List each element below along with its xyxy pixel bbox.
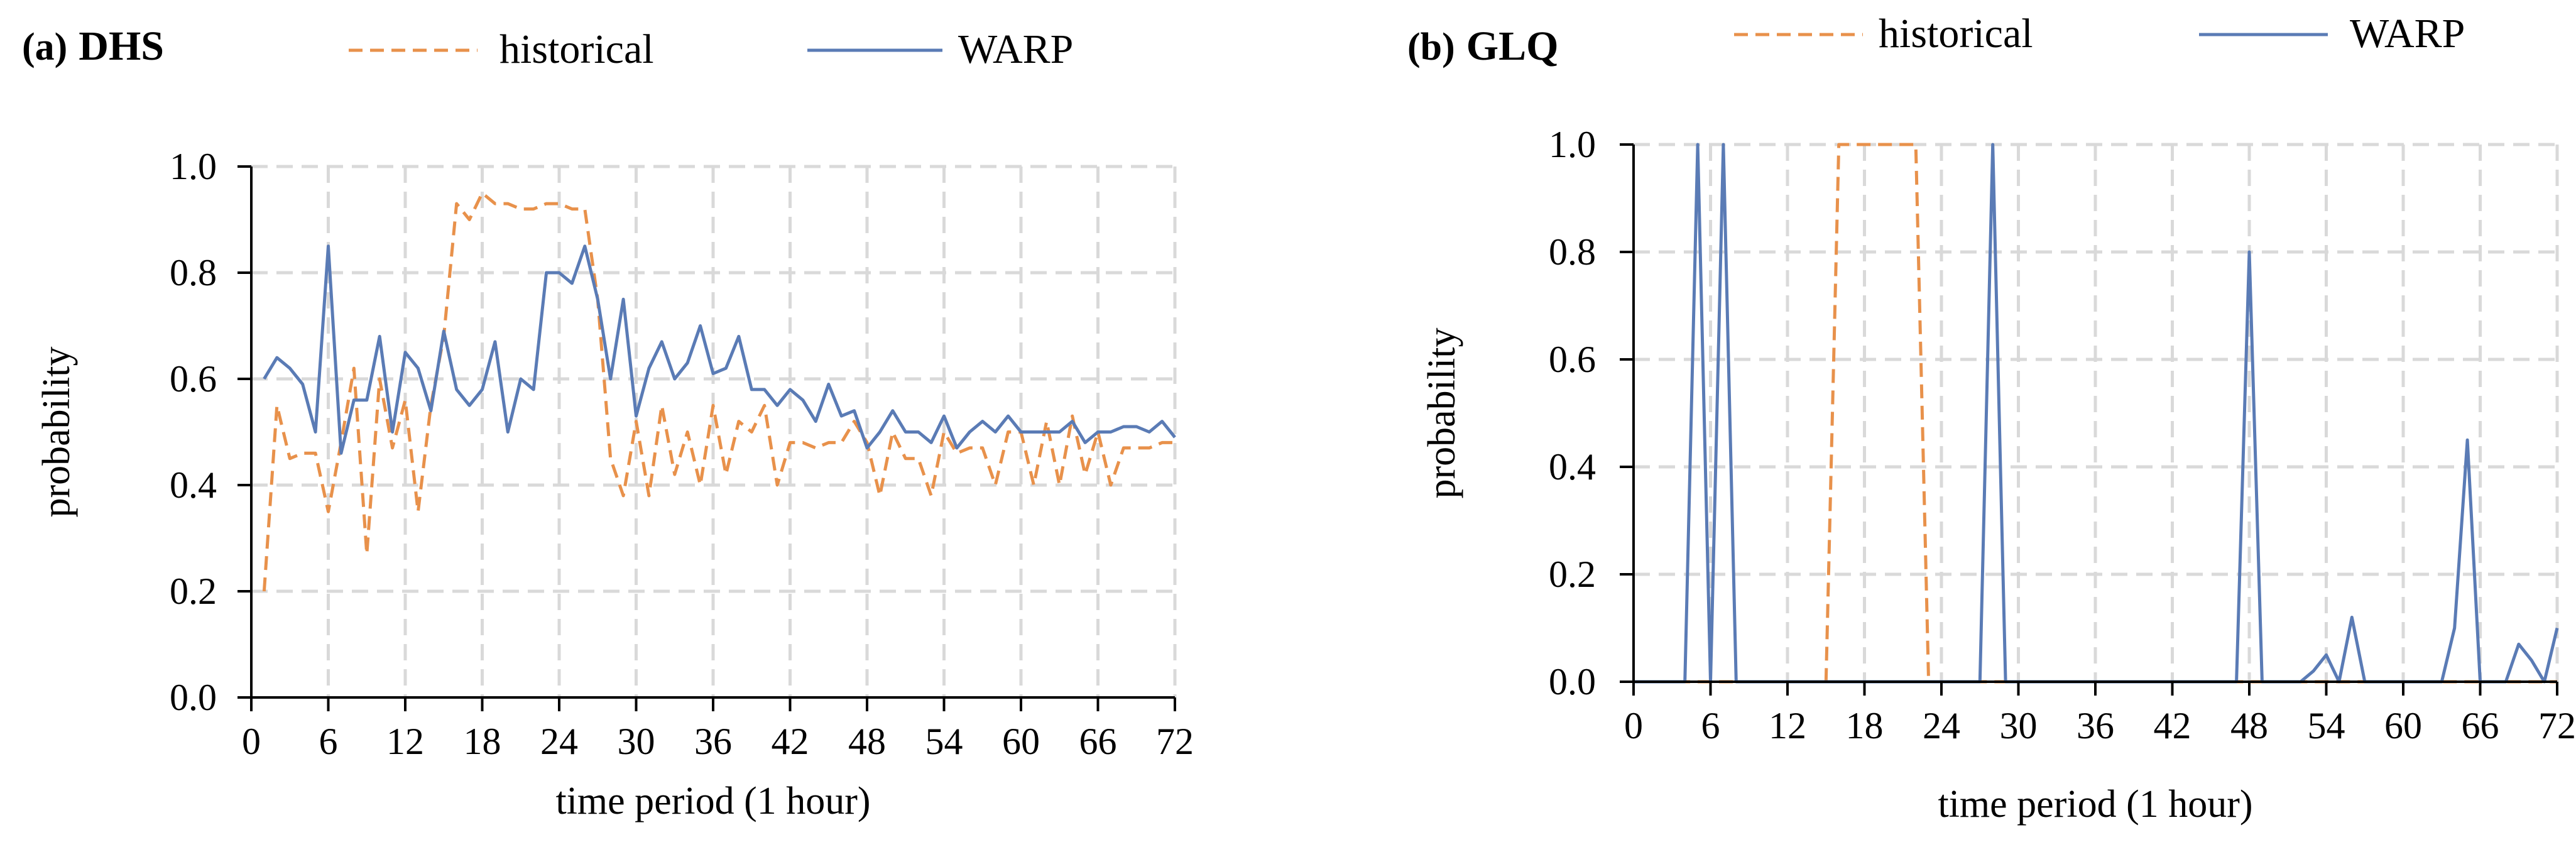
x-tick-label: 30: [2000, 705, 2038, 746]
y-tick-label: 1.0: [170, 146, 217, 187]
panel-title: (a) DHS: [22, 23, 164, 69]
y-tick-label: 0.8: [170, 252, 217, 293]
legend: historical WARP: [1734, 11, 2465, 57]
legend: historical WARP: [349, 26, 1073, 72]
y-tick-label: 0.2: [170, 571, 217, 612]
y-tick-label: 0.0: [170, 677, 217, 718]
panel-name: DHS: [79, 23, 164, 69]
panel-title: (b) GLQ: [1407, 23, 1558, 69]
x-tick-label: 48: [848, 721, 886, 762]
x-tick-label: 60: [1002, 721, 1040, 762]
y-tick-label: 0.6: [1549, 339, 1596, 380]
x-tick-label: 66: [1079, 721, 1117, 762]
x-tick-label: 6: [319, 721, 338, 762]
x-tick-label: 0: [1624, 705, 1643, 746]
x-tick-label: 72: [2538, 705, 2576, 746]
legend-label-historical: historical: [499, 26, 654, 72]
panel-label: (a): [22, 26, 67, 68]
x-axis-label: time period (1 hour): [1938, 783, 2252, 826]
y-tick-label: 0.2: [1549, 554, 1596, 595]
x-tick-label: 60: [2384, 705, 2422, 746]
x-tick-label: 66: [2462, 705, 2499, 746]
x-tick-label: 24: [1923, 705, 1960, 746]
x-tick-label: 36: [694, 721, 732, 762]
legend-label-historical: historical: [1879, 11, 2033, 57]
panel-label: (b): [1407, 26, 1455, 68]
y-tick-label: 0.4: [1549, 446, 1596, 488]
x-tick-label: 6: [1701, 705, 1720, 746]
y-axis-label: probability: [35, 346, 78, 517]
x-tick-label: 0: [242, 721, 261, 762]
y-axis-label: probability: [1421, 327, 1463, 498]
y-tick-label: 0.0: [1549, 661, 1596, 702]
x-tick-label: 54: [2308, 705, 2345, 746]
legend-label-warp: WARP: [2350, 11, 2465, 57]
x-tick-label: 30: [618, 721, 655, 762]
y-tick-label: 0.8: [1549, 231, 1596, 273]
axes: 0 6 12 18 24 30 36 42 48 54 60 66 72 0.0 0.2 0.4 0.6 0.8 1…: [1549, 124, 2576, 746]
x-tick-label: 12: [386, 721, 424, 762]
x-tick-label: 24: [540, 721, 578, 762]
panel-glq: 0 6 12 18 24 30 36 42 48 54 60 66 72 0.0 0.2 0.4 0.6 0.8 1…: [1407, 11, 2576, 826]
gridlines: [251, 165, 1177, 697]
panel-dhs: 0 6 12 18 24 30 36 42 48 54 60 66 72 0.0 0.2 0.4 0.6 0.8 1…: [22, 23, 1194, 822]
x-tick-label: 72: [1156, 721, 1194, 762]
series-line-warp: [263, 244, 1176, 455]
y-tick-label: 0.6: [170, 358, 217, 400]
gridlines: [1634, 143, 2559, 682]
legend-label-warp: WARP: [958, 26, 1073, 72]
x-tick-label: 42: [2154, 705, 2191, 746]
x-tick-label: 18: [464, 721, 501, 762]
series-group: [262, 191, 1176, 592]
x-axis-label: time period (1 hour): [555, 780, 870, 822]
panel-name: GLQ: [1466, 23, 1559, 69]
x-tick-label: 36: [2077, 705, 2114, 746]
x-tick-label: 12: [1769, 705, 1806, 746]
series-line-historical: [262, 191, 1175, 592]
y-tick-label: 0.4: [170, 464, 217, 506]
x-tick-label: 48: [2230, 705, 2268, 746]
x-tick-label: 54: [925, 721, 963, 762]
axes: 0 6 12 18 24 30 36 42 48 54 60 66 72 0.0 0.2 0.4 0.6 0.8 1…: [170, 146, 1194, 762]
y-tick-label: 1.0: [1549, 124, 1596, 165]
x-tick-label: 42: [772, 721, 809, 762]
x-tick-label: 18: [1846, 705, 1884, 746]
